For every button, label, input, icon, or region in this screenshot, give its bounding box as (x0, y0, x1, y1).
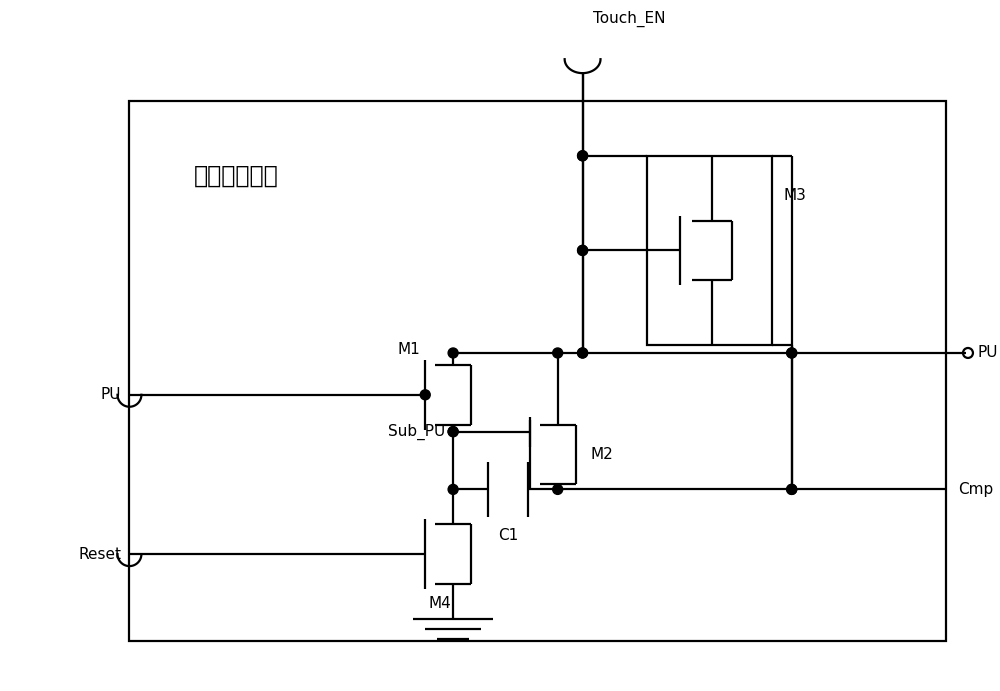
Circle shape (787, 348, 797, 358)
Circle shape (578, 245, 588, 256)
Text: PU: PU (978, 346, 998, 361)
Bar (647, 155, 772, 345)
Text: M1: M1 (398, 343, 420, 357)
Text: Sub_PU: Sub_PU (388, 424, 445, 439)
Text: M3: M3 (784, 188, 807, 203)
Circle shape (448, 484, 458, 494)
Circle shape (787, 484, 797, 494)
Circle shape (420, 390, 430, 400)
Circle shape (553, 348, 563, 358)
Text: Cmp: Cmp (958, 482, 993, 497)
Circle shape (553, 484, 563, 494)
Text: Reset: Reset (78, 547, 121, 562)
Circle shape (578, 151, 588, 161)
Text: Touch_EN: Touch_EN (593, 11, 665, 28)
Circle shape (578, 245, 588, 256)
Circle shape (448, 426, 458, 437)
Circle shape (787, 484, 797, 494)
Text: 电压补偿模块: 电压补偿模块 (194, 164, 279, 188)
Bar (129, 101, 946, 641)
Circle shape (578, 348, 588, 358)
Text: C1: C1 (498, 528, 518, 542)
Circle shape (448, 348, 458, 358)
Text: M4: M4 (429, 596, 452, 612)
Circle shape (578, 348, 588, 358)
Circle shape (787, 348, 797, 358)
Circle shape (578, 151, 588, 161)
Text: M2: M2 (591, 447, 613, 462)
Circle shape (448, 426, 458, 437)
Text: PU: PU (101, 387, 121, 402)
